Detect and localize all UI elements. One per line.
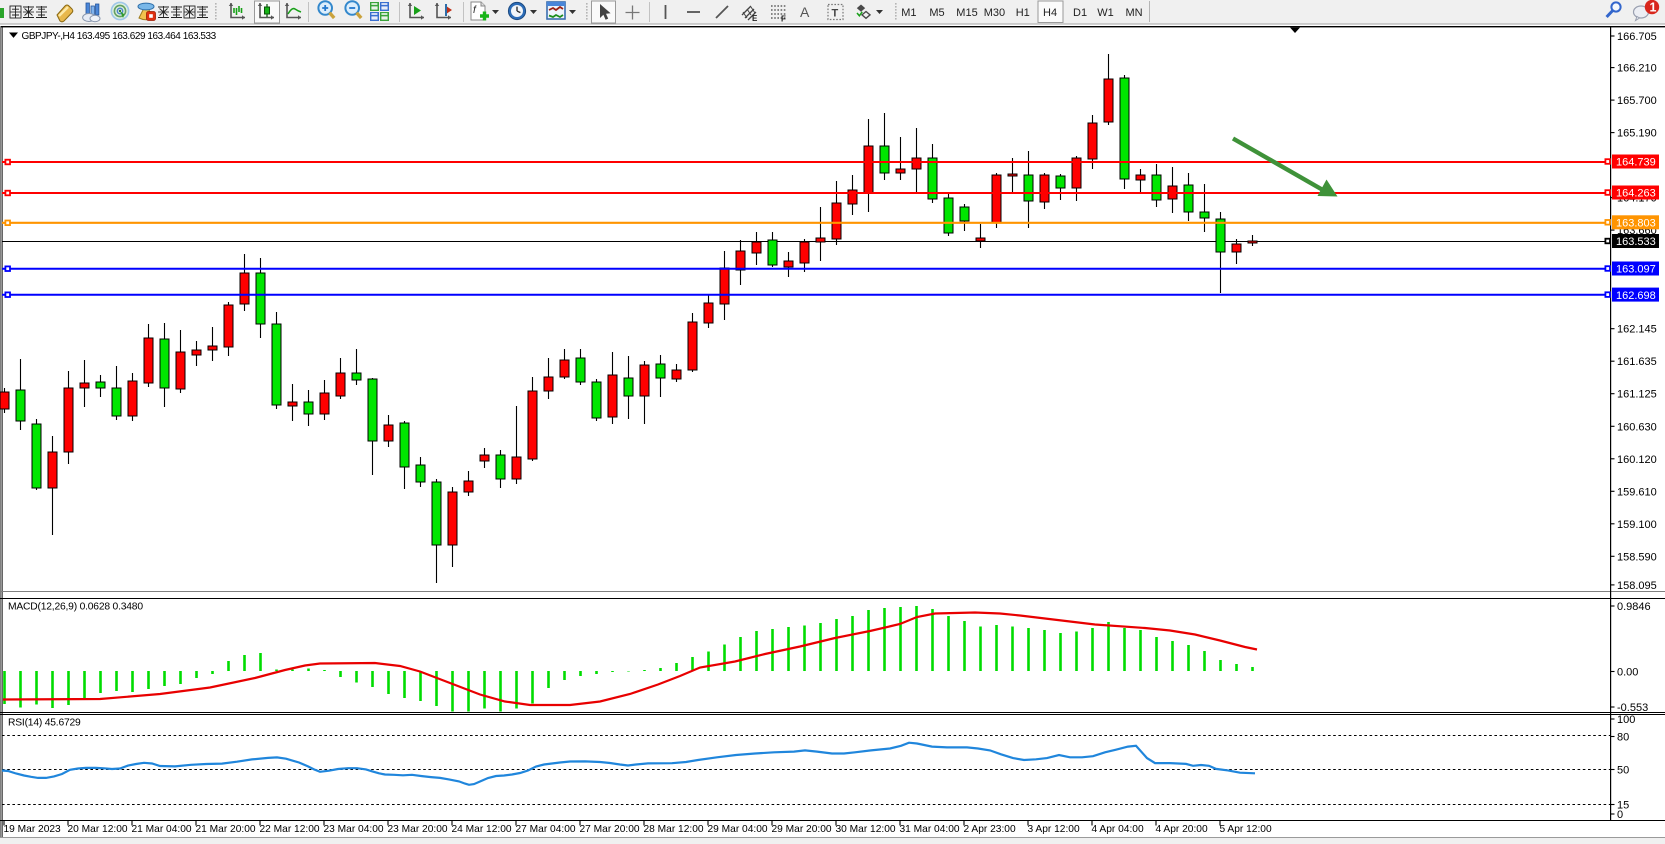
svg-text:A: A <box>800 4 810 20</box>
svg-text:163.097: 163.097 <box>1616 264 1656 276</box>
svg-text:D1: D1 <box>1073 7 1087 19</box>
svg-text:RSI(14) 45.6729: RSI(14) 45.6729 <box>8 718 81 729</box>
svg-text:50: 50 <box>1617 765 1629 777</box>
svg-text:21 Mar 20:00: 21 Mar 20:00 <box>196 824 256 835</box>
svg-text:163.803: 163.803 <box>1616 218 1656 230</box>
svg-text:M5: M5 <box>929 7 944 19</box>
svg-text:162.145: 162.145 <box>1617 324 1657 336</box>
svg-text:24 Mar 12:00: 24 Mar 12:00 <box>452 824 512 835</box>
svg-text:166.210: 166.210 <box>1617 63 1657 75</box>
svg-text:166.705: 166.705 <box>1617 31 1657 43</box>
svg-text:165.700: 165.700 <box>1617 95 1657 107</box>
svg-text:4 Apr 04:00: 4 Apr 04:00 <box>1092 824 1144 835</box>
svg-text:80: 80 <box>1617 732 1629 744</box>
svg-text:164.263: 164.263 <box>1616 188 1656 200</box>
svg-text:GBPJPY-,H4 163.495 163.629 16: GBPJPY-,H4 163.495 163.629 163.464 163.5… <box>22 31 217 42</box>
svg-text:5 Apr 12:00: 5 Apr 12:00 <box>1220 824 1272 835</box>
svg-text:E: E <box>752 14 758 23</box>
svg-text:30 Mar 12:00: 30 Mar 12:00 <box>836 824 896 835</box>
svg-text:162.698: 162.698 <box>1616 290 1656 302</box>
svg-text:4 Apr 20:00: 4 Apr 20:00 <box>1156 824 1208 835</box>
svg-text:W1: W1 <box>1097 7 1114 19</box>
svg-text:M1: M1 <box>901 7 916 19</box>
svg-text:MACD(12,26,9) 0.0628 0.3480: MACD(12,26,9) 0.0628 0.3480 <box>8 602 143 613</box>
svg-text:M15: M15 <box>956 7 977 19</box>
svg-text:19 Mar 2023: 19 Mar 2023 <box>4 824 62 835</box>
svg-text:31 Mar 04:00: 31 Mar 04:00 <box>900 824 960 835</box>
svg-text:M30: M30 <box>984 7 1005 19</box>
svg-text:160.630: 160.630 <box>1617 421 1657 433</box>
svg-text:165.190: 165.190 <box>1617 128 1657 140</box>
svg-text:100: 100 <box>1617 714 1635 726</box>
svg-text:161.125: 161.125 <box>1617 389 1657 401</box>
svg-text:159.610: 159.610 <box>1617 486 1657 498</box>
svg-text:20 Mar 12:00: 20 Mar 12:00 <box>68 824 128 835</box>
svg-text:27 Mar 04:00: 27 Mar 04:00 <box>516 824 576 835</box>
svg-text:f: f <box>473 5 477 16</box>
svg-text:160.120: 160.120 <box>1617 454 1657 466</box>
svg-text:163.533: 163.533 <box>1616 236 1656 248</box>
svg-text:159.100: 159.100 <box>1617 519 1657 531</box>
svg-text:1: 1 <box>1650 1 1657 15</box>
svg-text:F: F <box>781 15 786 24</box>
svg-text:3 Apr 12:00: 3 Apr 12:00 <box>1028 824 1080 835</box>
svg-text:164.739: 164.739 <box>1616 157 1656 169</box>
svg-text:15: 15 <box>1617 800 1629 812</box>
svg-text:29 Mar 04:00: 29 Mar 04:00 <box>708 824 768 835</box>
svg-text:158.590: 158.590 <box>1617 551 1657 563</box>
svg-text:22 Mar 12:00: 22 Mar 12:00 <box>260 824 320 835</box>
svg-text:23 Mar 20:00: 23 Mar 20:00 <box>388 824 448 835</box>
svg-text:27 Mar 20:00: 27 Mar 20:00 <box>580 824 640 835</box>
svg-text:23 Mar 04:00: 23 Mar 04:00 <box>324 824 384 835</box>
svg-text:H1: H1 <box>1016 7 1030 19</box>
svg-text:H4: H4 <box>1043 7 1057 19</box>
svg-text:0.9846: 0.9846 <box>1617 601 1651 613</box>
svg-text:29 Mar 20:00: 29 Mar 20:00 <box>772 824 832 835</box>
svg-text:161.635: 161.635 <box>1617 356 1657 368</box>
svg-text:MN: MN <box>1126 7 1143 19</box>
svg-text:0.00: 0.00 <box>1617 667 1638 679</box>
svg-text:21 Mar 04:00: 21 Mar 04:00 <box>132 824 192 835</box>
svg-text:0: 0 <box>1617 809 1623 821</box>
svg-text:-0.553: -0.553 <box>1617 702 1648 714</box>
svg-text:158.095: 158.095 <box>1617 580 1657 592</box>
svg-text:T: T <box>832 8 839 20</box>
svg-text:28 Mar 12:00: 28 Mar 12:00 <box>644 824 704 835</box>
svg-text:2 Apr 23:00: 2 Apr 23:00 <box>964 824 1016 835</box>
